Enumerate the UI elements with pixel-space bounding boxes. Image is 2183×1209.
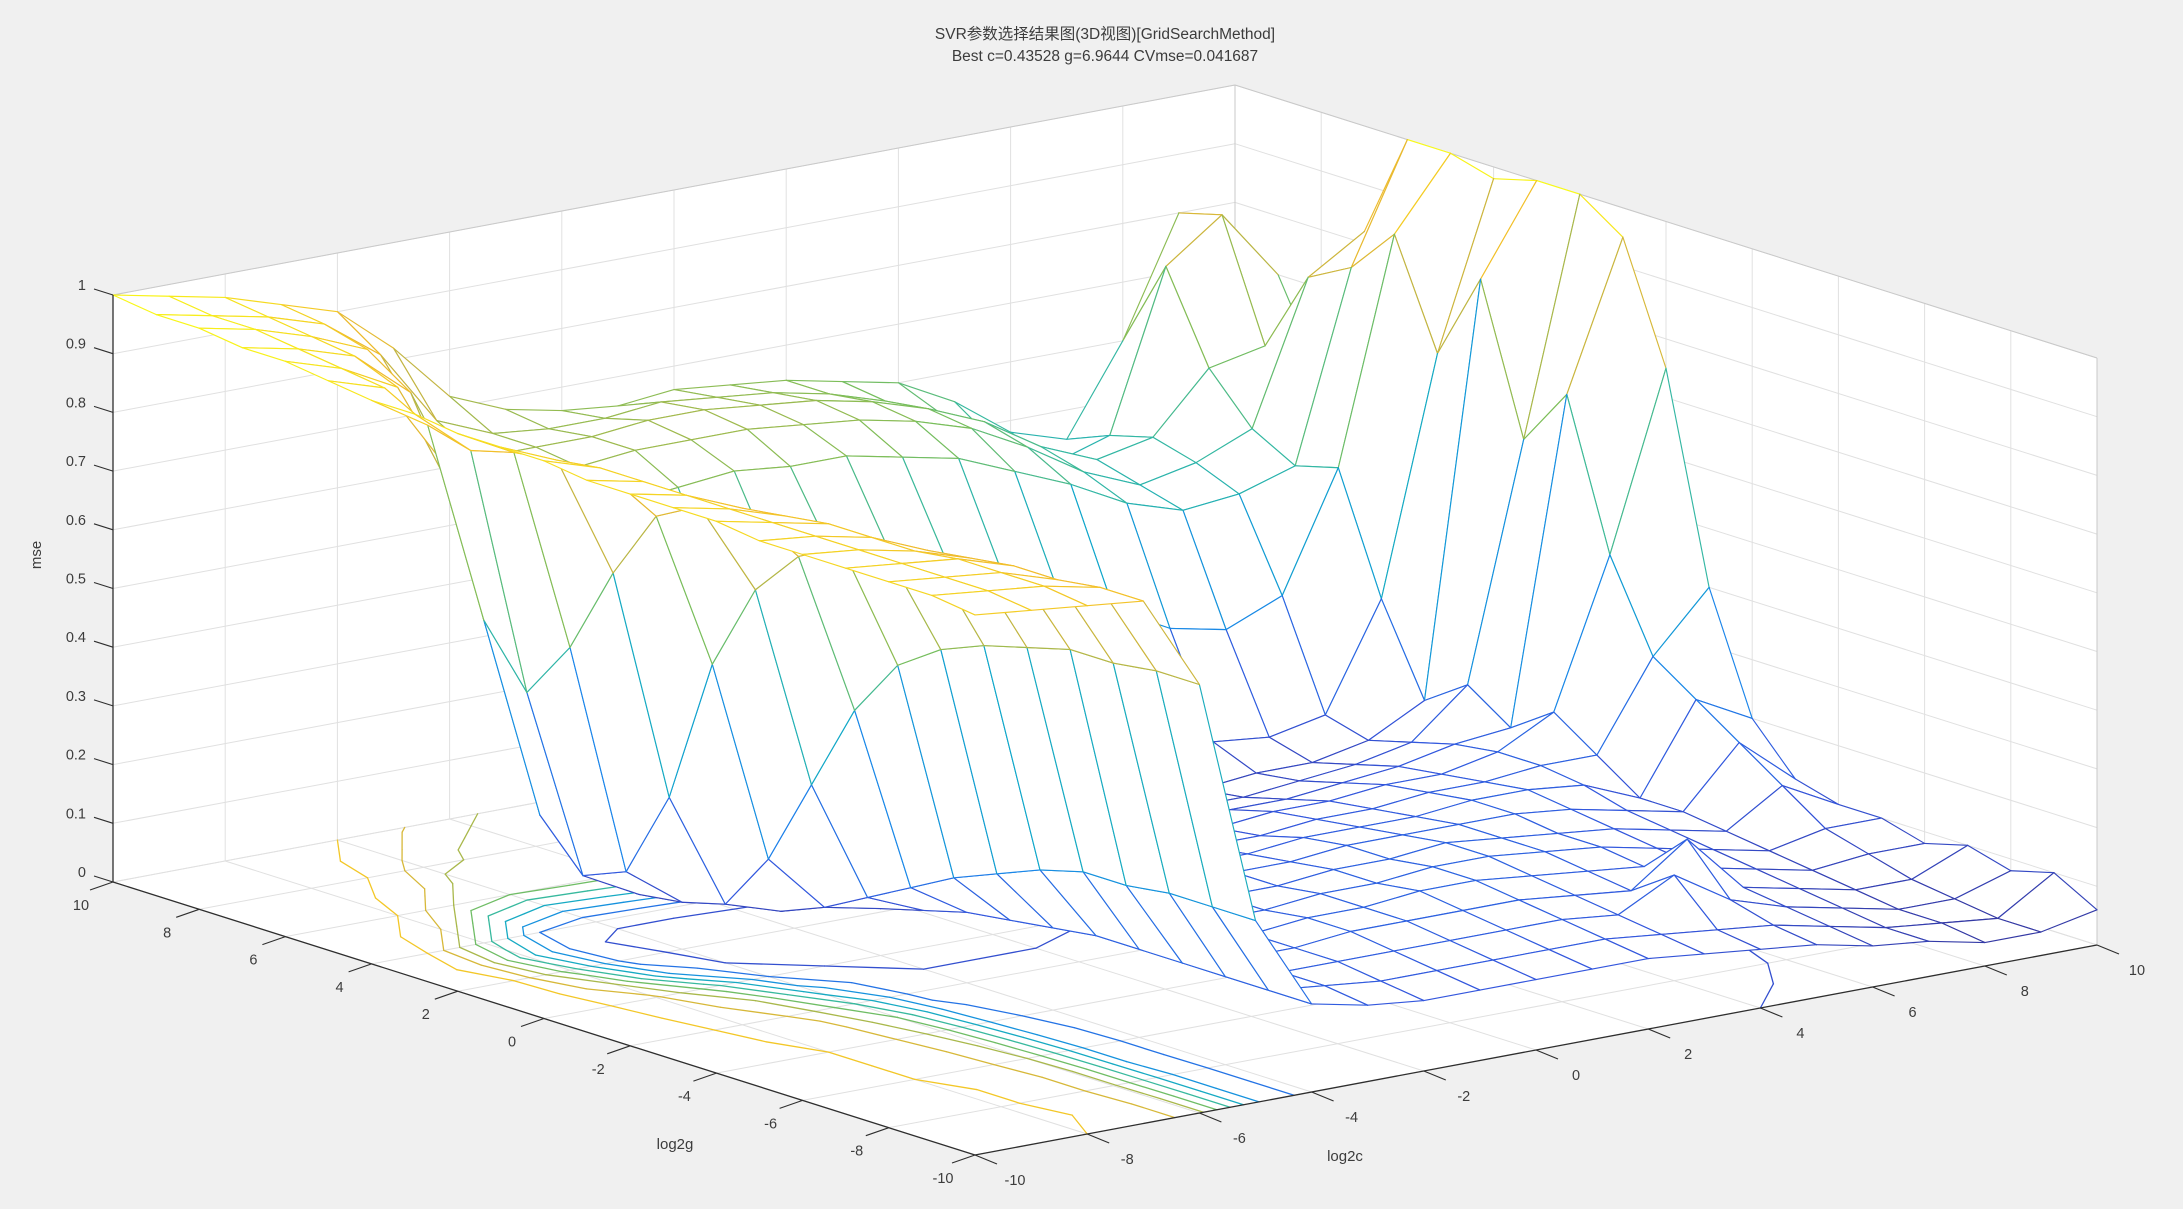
tick-label: 0.9: [66, 337, 86, 353]
tick-label: 0: [1572, 1068, 1580, 1084]
tick-label: 6: [249, 953, 257, 969]
tick-label: -4: [678, 1089, 691, 1105]
tick-label: 4: [336, 980, 344, 996]
tick-label: 0.3: [66, 689, 86, 705]
tick-label: -2: [592, 1062, 605, 1078]
tick-label: -4: [1345, 1110, 1358, 1126]
tick-label: 0.1: [66, 806, 86, 822]
axes: [89, 288, 2120, 1165]
tick-label: 0.6: [66, 513, 86, 529]
tick-label: 2: [422, 1007, 430, 1023]
tick-label: 2: [1684, 1047, 1692, 1063]
tick-label: -8: [1121, 1152, 1134, 1168]
tick-label: 0: [508, 1035, 516, 1051]
tick-labels: 0 0.1 0.2 0.3 0.4 0.5 0.6 0.7 0.8 0.9 1 10 8 6 4 2 0 -2 -4…: [66, 278, 2145, 1189]
chart-title: SVR参数选择结果图(3D视图)[GridSearchMethod]: [934, 26, 1276, 43]
tick-label: 10: [73, 898, 89, 914]
tick-label: 10: [2129, 963, 2145, 979]
tick-label: 1: [78, 278, 86, 294]
tick-label: 0.2: [66, 748, 86, 764]
chart-subtitle: Best c=0.43528 g=6.9644 CVmse=0.041687: [951, 48, 1259, 65]
tick-label: -6: [1233, 1131, 1246, 1147]
surface-mesh: [112, 139, 2098, 1006]
y-axis-label: log2g: [656, 1136, 694, 1153]
z-axis-label: mse: [28, 540, 45, 570]
tick-label: 4: [1796, 1026, 1804, 1042]
tick-label: -8: [850, 1144, 863, 1160]
tick-label: -10: [933, 1171, 954, 1187]
tick-label: -6: [764, 1116, 777, 1132]
x-axis-label: log2c: [1327, 1148, 1363, 1165]
tick-label: -10: [1005, 1173, 1026, 1189]
tick-label: 8: [2021, 984, 2029, 1000]
tick-label: 6: [1909, 1005, 1917, 1021]
tick-label: 0.5: [66, 572, 86, 588]
tick-label: 0.7: [66, 454, 86, 470]
tick-label: -2: [1457, 1089, 1470, 1105]
tick-label: 0: [78, 865, 86, 881]
tick-label: 0.4: [66, 630, 86, 646]
tick-label: 0.8: [66, 395, 86, 411]
tick-label: 8: [163, 925, 171, 941]
